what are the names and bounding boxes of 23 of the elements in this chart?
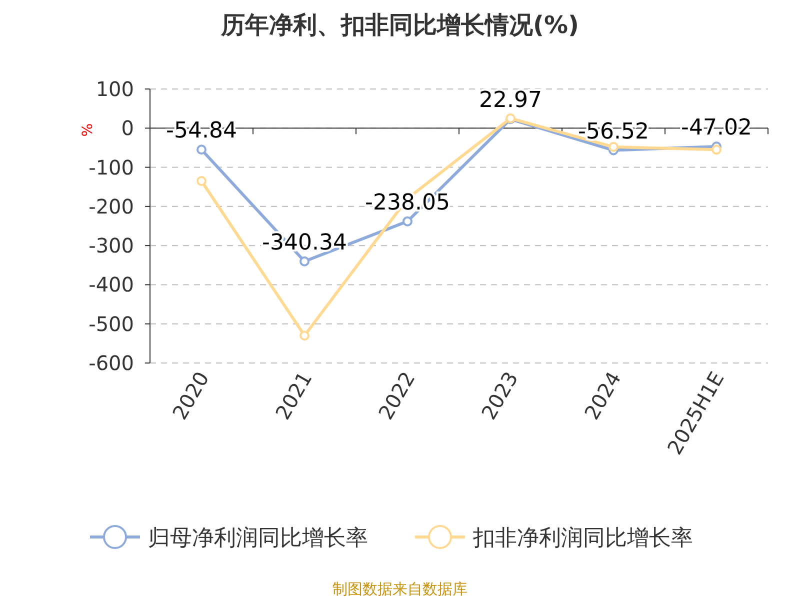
y-tick-label: 100 bbox=[96, 77, 134, 101]
y-tick-label: 0 bbox=[121, 116, 134, 140]
y-tick-label: -500 bbox=[88, 312, 134, 336]
data-label: -340.34 bbox=[262, 230, 347, 256]
y-tick-label: -200 bbox=[88, 194, 134, 218]
y-axis-title: % bbox=[80, 123, 96, 137]
data-label: 22.97 bbox=[479, 88, 542, 114]
y-tick-label: -100 bbox=[88, 155, 134, 180]
point bbox=[402, 216, 412, 226]
point bbox=[300, 256, 310, 266]
point bbox=[608, 142, 618, 152]
point bbox=[300, 330, 310, 341]
y-tick-label: -400 bbox=[88, 272, 134, 297]
point bbox=[196, 176, 206, 186]
legend-label: 扣非净利润同比增长率 bbox=[472, 526, 693, 551]
point bbox=[196, 144, 206, 155]
y-tick-label: -300 bbox=[88, 234, 134, 258]
data-label: -238.05 bbox=[365, 190, 450, 216]
y-tick-label: -600 bbox=[88, 351, 134, 375]
legend-label: 归母净利润同比增长率 bbox=[148, 526, 368, 551]
chart-title: 历年净利、扣非同比增长情况(%) bbox=[220, 11, 579, 39]
point bbox=[712, 144, 722, 155]
text: 制图数据来自数据库 bbox=[332, 580, 468, 598]
